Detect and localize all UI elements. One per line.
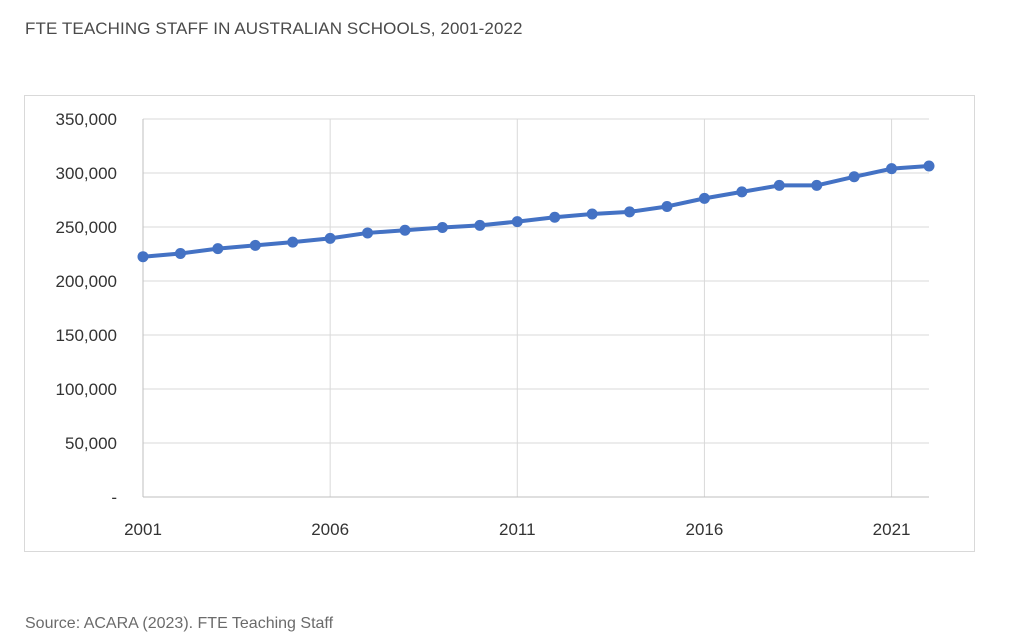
series-points	[137, 160, 935, 263]
data-point	[474, 219, 486, 231]
data-point	[212, 243, 224, 255]
x-tick-label: 2001	[124, 520, 162, 539]
x-tick-label: 2021	[873, 520, 911, 539]
data-point	[923, 160, 935, 172]
data-point	[324, 232, 336, 244]
y-tick-label: 50,000	[65, 434, 117, 453]
data-point	[174, 247, 186, 259]
data-point	[811, 179, 823, 191]
source-note: Source: ACARA (2023). FTE Teaching Staff	[25, 615, 334, 632]
x-tick-label: 2016	[686, 520, 724, 539]
series-polyline	[141, 163, 931, 259]
y-tick-label: 300,000	[56, 164, 117, 183]
y-tick-label: -	[111, 488, 117, 507]
data-point	[736, 186, 748, 198]
y-tick-label: 250,000	[56, 218, 117, 237]
data-point	[586, 208, 598, 220]
data-point	[549, 211, 561, 223]
y-tick-label: 150,000	[56, 326, 117, 345]
data-point	[511, 216, 523, 228]
chart-frame	[24, 95, 975, 552]
x-tick-labels: 2001 2006 2011 2016 2021	[124, 520, 910, 539]
data-point	[137, 251, 149, 263]
y-tick-labels: - 50,000 100,000 150,000 200,000 250,000 300,0…	[56, 110, 117, 507]
data-point	[773, 179, 785, 191]
series-line	[141, 163, 931, 259]
y-tick-label: 200,000	[56, 272, 117, 291]
data-point	[886, 163, 898, 175]
data-point	[362, 227, 374, 239]
data-point	[848, 171, 860, 183]
data-point	[436, 222, 448, 234]
data-point	[624, 206, 636, 218]
horizontal-gridlines	[143, 118, 929, 444]
x-tick-label: 2006	[311, 520, 349, 539]
data-point	[287, 236, 299, 248]
axes	[142, 119, 929, 498]
vertical-gridlines	[329, 119, 893, 497]
data-point	[249, 239, 261, 251]
y-tick-label: 350,000	[56, 110, 117, 129]
data-point	[399, 224, 411, 236]
y-tick-label: 100,000	[56, 380, 117, 399]
data-point	[698, 192, 710, 204]
data-point	[661, 200, 673, 212]
chart-title: FTE TEACHING STAFF IN AUSTRALIAN SCHOOLS…	[25, 19, 523, 38]
x-tick-label: 2011	[499, 520, 536, 539]
